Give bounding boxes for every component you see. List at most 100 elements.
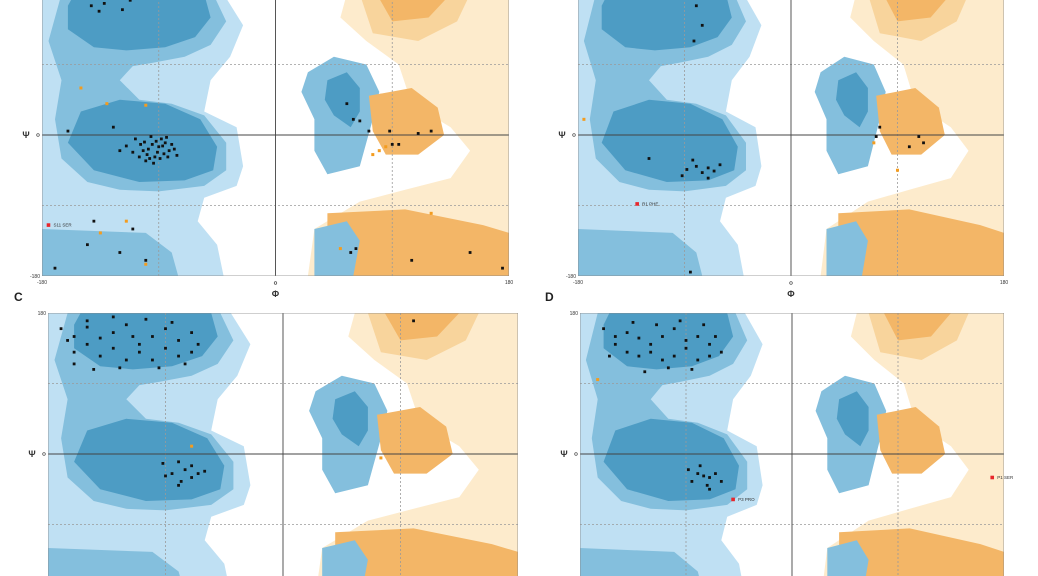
residue-point bbox=[161, 144, 165, 148]
core-lefthanded-region bbox=[836, 391, 869, 447]
residue-point bbox=[690, 368, 694, 371]
core-orange-top bbox=[384, 313, 460, 341]
residue-point bbox=[345, 102, 349, 106]
residue-point bbox=[177, 483, 180, 487]
generous-orange-region bbox=[307, 0, 509, 276]
residue-point bbox=[167, 149, 171, 153]
residue-point bbox=[714, 472, 717, 475]
glycine-point bbox=[124, 219, 128, 223]
residue-point bbox=[151, 358, 154, 362]
residue-point bbox=[144, 258, 148, 262]
residue-point bbox=[694, 164, 698, 168]
residue-point bbox=[602, 327, 605, 331]
residue-point bbox=[649, 342, 653, 346]
residue-point bbox=[907, 145, 911, 149]
residue-point bbox=[874, 135, 878, 138]
residue-point bbox=[89, 4, 93, 8]
core-beta-region bbox=[67, 0, 211, 51]
panel-label-d: D bbox=[545, 290, 554, 304]
core-beta-region bbox=[603, 313, 734, 370]
residue-point bbox=[397, 143, 401, 146]
residue-point bbox=[128, 0, 132, 2]
residue-point bbox=[613, 342, 617, 346]
residue-point bbox=[92, 219, 96, 223]
outlier-point bbox=[731, 497, 735, 502]
y-axis-label: Ψ bbox=[22, 130, 29, 140]
residue-point bbox=[72, 350, 76, 354]
residue-point bbox=[708, 354, 711, 358]
residue-point bbox=[150, 143, 154, 146]
residue-point bbox=[170, 472, 174, 475]
core-orange-bottom bbox=[327, 209, 509, 276]
allowed-bottom-region bbox=[42, 229, 179, 276]
residue-point bbox=[111, 315, 115, 319]
outlier-label: P3 PRO bbox=[738, 497, 755, 502]
glycine-point bbox=[384, 145, 388, 149]
residue-point bbox=[179, 480, 183, 483]
panel-label-c: C bbox=[14, 290, 23, 304]
residue-point bbox=[684, 339, 688, 342]
residue-point bbox=[170, 143, 174, 146]
residue-point bbox=[708, 487, 711, 491]
core-orange-mid bbox=[876, 407, 946, 474]
core-beta-region bbox=[601, 0, 732, 51]
residue-point bbox=[700, 23, 704, 27]
core-lefthanded-region bbox=[324, 72, 360, 128]
glycine-point bbox=[429, 211, 433, 215]
residue-point bbox=[72, 335, 76, 338]
residue-point bbox=[190, 331, 194, 334]
y-tick-0 bbox=[572, 133, 576, 137]
residue-point bbox=[190, 464, 194, 468]
allowed-bottom-region bbox=[48, 548, 180, 576]
residue-point bbox=[143, 140, 146, 144]
residue-point bbox=[144, 317, 148, 321]
residue-point bbox=[92, 368, 96, 371]
core-orange-bottom bbox=[838, 209, 1004, 276]
core-orange-mid bbox=[876, 88, 945, 155]
residue-point bbox=[696, 358, 700, 362]
residue-point bbox=[690, 480, 694, 483]
residue-point bbox=[702, 474, 706, 478]
residue-point bbox=[678, 319, 682, 323]
residue-point bbox=[655, 323, 658, 327]
core-orange-top bbox=[883, 313, 951, 341]
residue-point bbox=[358, 119, 362, 123]
outlier-label: S11 SER bbox=[53, 223, 72, 228]
generous-orange-region bbox=[823, 313, 1004, 576]
residue-point bbox=[164, 346, 167, 350]
residue-point bbox=[706, 166, 710, 170]
residue-point bbox=[85, 325, 89, 329]
residue-point bbox=[124, 323, 128, 327]
residue-point bbox=[151, 335, 154, 338]
residue-point bbox=[692, 39, 696, 43]
core-orange-top bbox=[380, 0, 445, 22]
glycine-point bbox=[379, 456, 383, 460]
core-orange-top bbox=[886, 0, 946, 22]
y-tick-0 bbox=[42, 452, 46, 456]
residue-point bbox=[718, 163, 722, 167]
glycine-point bbox=[338, 247, 342, 251]
residue-point bbox=[672, 327, 676, 331]
panel-top-left: S11 SER Ψ -180-180 180 Φ bbox=[22, 0, 513, 299]
x-tick-label: 180 bbox=[505, 280, 514, 286]
core-orange-bottom bbox=[335, 528, 518, 576]
residue-point bbox=[696, 335, 700, 338]
residue-point bbox=[162, 152, 166, 156]
residue-point bbox=[141, 149, 145, 153]
residue-point bbox=[649, 350, 653, 354]
residue-point bbox=[131, 227, 135, 231]
residue-point bbox=[158, 157, 162, 160]
residue-point bbox=[196, 342, 200, 346]
residue-point bbox=[203, 469, 207, 473]
allowed-bottom-lefthanded bbox=[827, 540, 869, 576]
residue-point bbox=[159, 137, 163, 141]
residue-point bbox=[53, 266, 57, 270]
x-axis-label: Φ bbox=[272, 289, 280, 299]
glycine-point bbox=[377, 149, 381, 153]
glycine-point bbox=[371, 153, 375, 157]
x-tick-label: 180 bbox=[1000, 280, 1009, 286]
residue-point bbox=[708, 342, 711, 346]
x-tick-label: -180 bbox=[573, 280, 583, 286]
plot-area bbox=[580, 313, 1004, 576]
allowed-bottom-region bbox=[578, 229, 703, 276]
